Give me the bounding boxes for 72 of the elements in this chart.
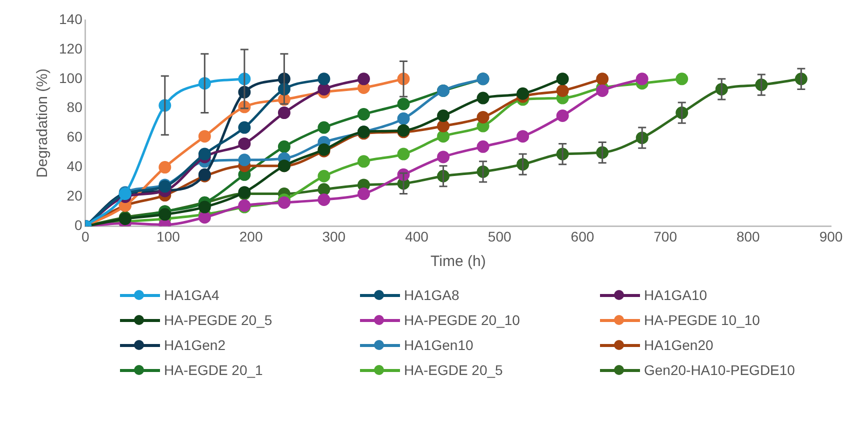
point: [318, 72, 330, 86]
legend-label: HA-PEGDE 20_10: [404, 312, 520, 328]
point: [516, 130, 530, 143]
y-tick-label: 0: [74, 217, 83, 234]
point: [596, 72, 609, 86]
point: [556, 72, 569, 86]
point: [278, 106, 290, 120]
point: [158, 208, 172, 221]
point: [198, 148, 211, 160]
point: [476, 110, 490, 124]
point: [636, 72, 648, 86]
point: [238, 137, 251, 150]
point: [357, 108, 370, 121]
point: [198, 130, 211, 143]
x-tick-label: 600: [570, 228, 594, 244]
y-tick-label: 140: [59, 10, 83, 27]
y-tick-label: 60: [66, 128, 83, 145]
legend-label: HA1GA4: [164, 287, 220, 303]
point: [437, 109, 450, 122]
point: [437, 120, 450, 132]
point: [278, 140, 290, 153]
legend-label: HA1Gen10: [404, 337, 474, 353]
point: [318, 183, 330, 196]
point: [238, 154, 251, 166]
legend-label: HA1Gen20: [644, 337, 714, 353]
legend-label: HA-EGDE 20_5: [404, 362, 503, 378]
point: [158, 161, 172, 174]
legend-label: HA-PEGDE 10_10: [644, 312, 760, 328]
x-tick-label: 700: [654, 228, 678, 244]
y-tick-label: 40: [66, 158, 83, 174]
point: [437, 150, 450, 164]
point: [318, 170, 330, 182]
point: [437, 130, 450, 143]
x-tick-label: 400: [405, 228, 429, 244]
y-tick-label: 20: [66, 188, 83, 204]
point: [397, 98, 410, 110]
point: [357, 72, 370, 86]
point: [198, 211, 211, 224]
point: [357, 155, 370, 168]
legend-label: HA-EGDE 20_1: [164, 362, 263, 378]
y-tick-label: 80: [66, 99, 83, 116]
point: [318, 82, 330, 96]
point: [318, 193, 330, 206]
legend-label: HA1GA8: [404, 287, 460, 303]
x-tick-label: 300: [322, 228, 346, 244]
point: [476, 92, 490, 104]
legend-label: HA1Gen2: [164, 337, 226, 353]
point: [476, 140, 490, 153]
point: [676, 72, 688, 86]
x-tick-label: 900: [819, 228, 843, 244]
legend-label: HA-PEGDE 20_5: [164, 312, 272, 328]
point: [278, 196, 290, 209]
y-axis-title: Degradation (%): [34, 68, 52, 178]
x-tick-label: 100: [156, 228, 180, 244]
point: [596, 84, 609, 97]
point: [556, 109, 569, 122]
point: [357, 188, 370, 200]
y-tick-label: 100: [59, 70, 83, 86]
x-tick-label: 200: [239, 228, 263, 244]
point: [238, 121, 251, 134]
legend-label: HA1GA10: [644, 287, 708, 303]
point: [198, 200, 211, 214]
point: [556, 84, 569, 97]
point: [516, 87, 530, 100]
y-tick-label: 120: [59, 40, 83, 56]
x-axis-title: Time (h): [430, 253, 486, 270]
legend-label: Gen20-HA10-PEGDE10: [644, 362, 795, 378]
point: [397, 148, 410, 160]
point: [397, 112, 410, 125]
x-tick-label: 800: [736, 228, 760, 244]
x-tick-label: 500: [488, 228, 512, 244]
point: [318, 121, 330, 134]
